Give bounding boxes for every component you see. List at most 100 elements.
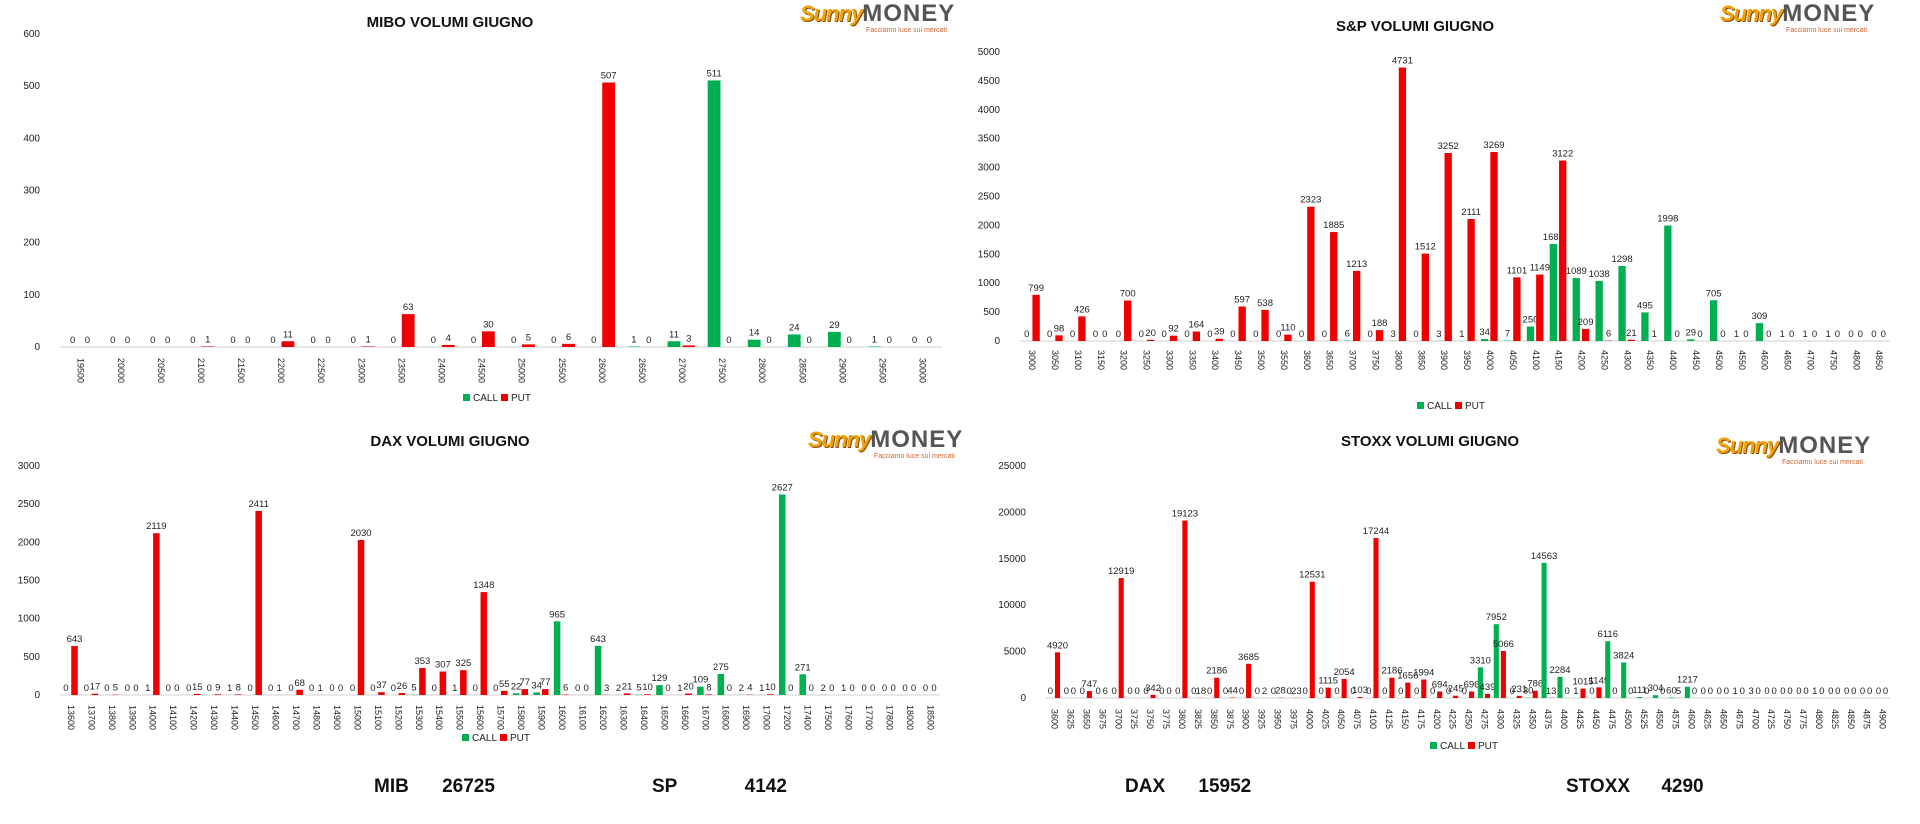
x-tick-label: 3750 [1370, 350, 1380, 370]
x-tick-label: 17700 [864, 705, 874, 730]
data-label-call: 250 [1523, 315, 1539, 326]
legend-swatch-call [1417, 402, 1424, 409]
data-label-call: 0 [1080, 686, 1085, 697]
bar-put [623, 693, 631, 695]
data-label-call: 1 [759, 683, 764, 694]
x-tick-label: 21500 [236, 358, 246, 383]
data-label-call: 0 [1127, 686, 1132, 697]
x-tick-label: 3675 [1097, 709, 1107, 729]
logo-tagline: Facciamo luce sui mercati [874, 453, 955, 460]
x-tick-label: 16500 [659, 705, 669, 730]
data-label-call: 7952 [1486, 612, 1507, 623]
logo-sunny-money: SunnyMONEY Facciamo luce sui mercati [1720, 0, 1876, 34]
data-label-call: 3 [1748, 686, 1753, 697]
data-label-put: 1994 [1413, 667, 1434, 678]
legend-label-call: CALL [473, 393, 498, 404]
bar-put [767, 694, 774, 695]
x-tick-label: 4900 [1878, 709, 1888, 729]
bar-put [1055, 335, 1063, 341]
data-label-put: 231 [1511, 684, 1527, 695]
x-tick-label: 15200 [393, 705, 403, 730]
data-label-put: 8 [706, 682, 711, 693]
bar-put [1453, 695, 1459, 698]
bar-put [1421, 253, 1429, 341]
x-tick-label: 4650 [1783, 350, 1793, 370]
data-label-call: 0 [1207, 686, 1212, 697]
x-tick-label: 17800 [884, 705, 894, 730]
data-label-put: 786 [1527, 679, 1543, 690]
data-label-call: 1998 [1657, 214, 1678, 225]
data-label-put: 0 [931, 683, 936, 694]
legend-swatch-call [462, 734, 469, 741]
data-label-call: 0 [1184, 329, 1189, 340]
data-label-put: 2111 [1461, 207, 1481, 218]
data-label-put: 0 [1835, 329, 1840, 340]
bar-put [1373, 537, 1379, 698]
data-label-put: 0 [1743, 329, 1748, 340]
x-tick-label: 4625 [1702, 709, 1712, 729]
data-label-call: 29 [829, 320, 840, 331]
data-label-call: 0 [1287, 686, 1292, 697]
data-label-put: 10 [642, 682, 653, 693]
logo-word-money: MONEY [1778, 432, 1872, 459]
data-label-put: 17 [90, 682, 101, 693]
bar-call [533, 692, 540, 695]
x-tick-label: 3900 [1439, 350, 1449, 370]
bar-put [1261, 309, 1269, 341]
x-tick-label: 4600 [1760, 350, 1770, 370]
data-label-put: 0 [1771, 686, 1776, 697]
data-label-call: 1 [872, 334, 877, 345]
x-tick-label: 4775 [1798, 709, 1808, 729]
data-label-put: 0 [788, 683, 793, 694]
y-tick-label: 1000 [18, 614, 41, 625]
data-label-call: 0 [882, 683, 887, 694]
data-label-put: 4 [747, 683, 752, 694]
x-tick-label: 3950 [1273, 709, 1283, 729]
data-label-call: 6 [1345, 329, 1350, 340]
x-tick-label: 4275 [1480, 709, 1490, 729]
data-label-call: 0 [329, 683, 334, 694]
data-label-call: 0 [1796, 686, 1801, 697]
x-tick-label: 4250 [1464, 709, 1474, 729]
bar-call [787, 334, 801, 347]
x-tick-label: 15300 [414, 705, 424, 730]
chart-title: S&P VOLUMI GIUGNO [1336, 18, 1494, 35]
bar-put [1330, 232, 1338, 341]
x-tick-label: 4250 [1599, 350, 1609, 370]
data-label-put: 0 [1851, 686, 1856, 697]
data-label-put: 37 [376, 680, 387, 691]
data-label-put: 353 [414, 656, 430, 667]
bar-call [594, 645, 602, 695]
data-label-put: 0 [809, 683, 814, 694]
x-tick-label: 4550 [1737, 350, 1747, 370]
data-label-put: 6 [563, 683, 568, 694]
x-tick-label: 3850 [1209, 709, 1219, 729]
logo-word-money: MONEY [1782, 0, 1876, 27]
bar-call [697, 686, 704, 695]
data-label-call: 0 [70, 335, 75, 346]
data-label-put: 0 [1102, 329, 1107, 340]
data-label-put: 63 [403, 302, 414, 313]
bar-put [378, 692, 385, 695]
spot-stoxx-value: 4290 [1661, 776, 1704, 797]
data-label-call: 1217 [1677, 675, 1698, 686]
data-label-put: 1656 [1397, 671, 1418, 682]
data-label-put: 0 [870, 683, 875, 694]
bar-put [1325, 687, 1331, 698]
data-label-put: 0 [583, 683, 588, 694]
data-label-call: 0 [902, 683, 907, 694]
y-tick-label: 1000 [978, 278, 1001, 289]
data-label-call: 0 [230, 335, 235, 346]
data-label-call: 0 [1223, 686, 1228, 697]
data-label-put: 3252 [1438, 141, 1459, 152]
data-label-call: 0 [1350, 686, 1355, 697]
x-tick-label: 4200 [1577, 350, 1587, 370]
bar-put [1421, 679, 1427, 698]
data-label-call: 0 [575, 683, 580, 694]
x-tick-label: 26000 [597, 358, 607, 383]
bar-call [1709, 300, 1718, 341]
x-tick-label: 4300 [1622, 350, 1632, 370]
bar-call [1621, 662, 1627, 698]
legend-swatch-put [500, 734, 507, 741]
spot-dax-value: 15952 [1198, 776, 1252, 797]
